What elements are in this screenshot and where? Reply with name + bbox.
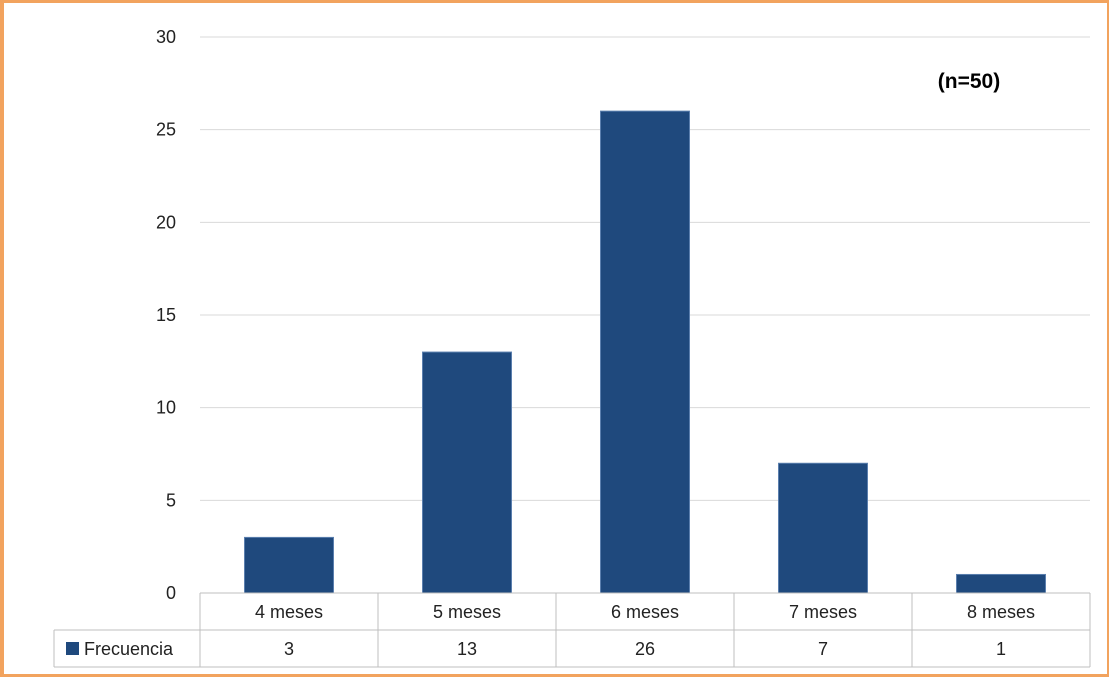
data-table-value: 1 [996,639,1006,659]
bar-chart: 0 5 10 15 20 25 30 4 meses 3 5 meses 13 6 meses 26 7… [53,27,1091,668]
data-table-value: 13 [457,639,477,659]
x-tick-label: 8 meses [967,602,1035,622]
bar-4-meses [244,536,334,594]
bar-8-meses [956,573,1046,594]
bar-5-meses [422,351,512,594]
x-tick-label: 5 meses [433,602,501,622]
sample-size-annotation: (n=50) [938,70,1000,93]
legend-series-name: Frecuencia [84,639,174,659]
data-table: 4 meses 3 5 meses 13 6 meses 26 7 meses 7 8 mese… [53,592,1091,668]
y-tick-label: 0 [166,583,176,603]
data-table-value: 3 [284,639,294,659]
y-tick-label: 25 [156,120,176,140]
y-axis-ticks: 0 5 10 15 20 25 30 [156,27,176,603]
bars [244,110,1046,594]
data-table-value: 7 [818,639,828,659]
y-tick-label: 10 [156,398,176,418]
y-tick-label: 20 [156,212,176,232]
x-tick-label: 4 meses [255,602,323,622]
y-tick-label: 5 [166,490,176,510]
legend-swatch [66,642,79,655]
x-tick-label: 7 meses [789,602,857,622]
data-table-value: 26 [635,639,655,659]
bar-6-meses [600,110,690,594]
y-tick-label: 15 [156,305,176,325]
x-tick-label: 6 meses [611,602,679,622]
bar-7-meses [778,462,868,594]
y-tick-label: 30 [156,27,176,47]
